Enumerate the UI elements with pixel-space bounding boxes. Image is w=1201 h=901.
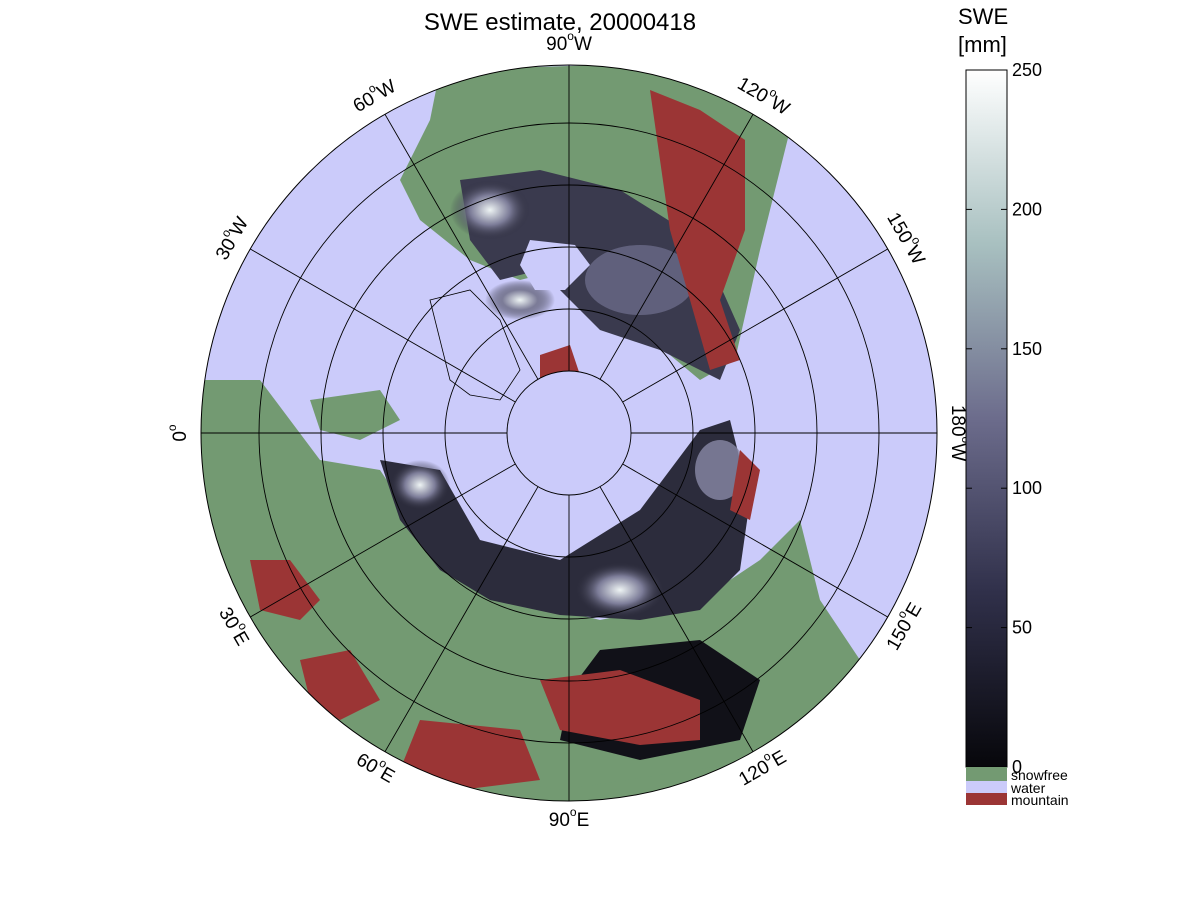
himalaya-mountains [540, 670, 700, 745]
kamchatka-mountains [730, 450, 760, 520]
colorbar-label-unit: [mm] [958, 32, 1007, 57]
colorbar-label-swe: SWE [958, 4, 1008, 29]
arctic-islands-land [310, 390, 400, 440]
colorbar-ticks: 250 200 150 100 50 0 [966, 60, 1042, 777]
meridian-line [599, 486, 754, 752]
longitude-label: 0o [165, 424, 191, 442]
rocky-mountains [650, 90, 745, 370]
meridian-line [250, 248, 516, 403]
meridian-line [384, 486, 539, 752]
map-frame [200, 64, 938, 802]
legend-swatch-mountain [966, 793, 1007, 805]
hudson-bay-water [520, 240, 590, 290]
meridian-line [622, 248, 888, 403]
caucasus-mountains [300, 650, 380, 720]
colorbar-tick-label: 100 [1012, 478, 1042, 498]
east-siberia-snow [695, 440, 745, 500]
longitude-label: 180oW [947, 405, 973, 461]
legend-label-mountain: mountain [1011, 792, 1069, 808]
colorbar-tick-label: 0 [1012, 757, 1022, 777]
arctic-ocean [507, 371, 631, 495]
central-asia-mountains [400, 720, 540, 790]
longitude-labels: 90oW120oW150oW180oW150oE120oE90oE60oE30o… [165, 29, 973, 831]
eurasia-snow-cover [380, 420, 750, 620]
scandinavia-snow-peak [390, 460, 450, 510]
colorbar-tick-label: 50 [1012, 618, 1032, 638]
colorbar-tick-label: 200 [1012, 199, 1042, 219]
alps-mountains [250, 560, 320, 620]
meridian-line [384, 114, 539, 380]
chart-title: SWE estimate, 20000418 [424, 9, 696, 36]
meridian-line [599, 114, 754, 380]
colorbar-tick-label: 250 [1012, 60, 1042, 80]
na-snow-peak-west [450, 180, 530, 240]
legend-swatch-snowfree [966, 767, 1007, 781]
longitude-label: 90oE [549, 805, 590, 831]
meridian-line [250, 463, 516, 618]
meridian-line [622, 463, 888, 618]
siberia-snow-peak [575, 562, 665, 618]
longitude-label: 90oW [546, 29, 592, 55]
legend-swatch-water [966, 781, 1007, 793]
graticule [201, 65, 937, 801]
colorbar-tick-label: 150 [1012, 339, 1042, 359]
legend-label-water: water [1010, 780, 1046, 796]
greenland-coast [429, 289, 521, 401]
legend-label-snowfree: snowfree [1011, 767, 1068, 783]
colorbar-gradient [965, 69, 1008, 768]
map-disc [201, 65, 937, 801]
